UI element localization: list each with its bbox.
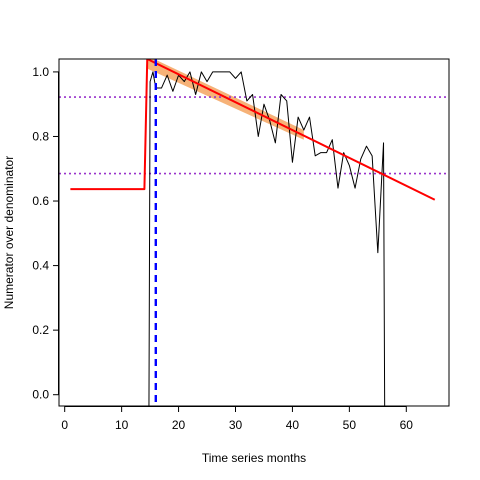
y-axis: 0.0 0.2 0.4 0.6 0.8 1.0 bbox=[32, 65, 59, 402]
observed-series-line bbox=[148, 71, 386, 406]
x-tick-label: 40 bbox=[286, 418, 300, 432]
y-tick-label: 0.2 bbox=[32, 323, 49, 337]
y-axis-title: Numerator over denominator bbox=[2, 156, 16, 309]
x-tick-label: 10 bbox=[115, 418, 129, 432]
y-tick-label: 0.8 bbox=[32, 129, 49, 143]
x-tick-label: 20 bbox=[172, 418, 186, 432]
fitted-series-line bbox=[70, 59, 436, 201]
series-layer bbox=[70, 59, 436, 406]
y-tick-label: 0.4 bbox=[32, 259, 49, 273]
x-axis: 0 10 20 30 40 50 60 bbox=[61, 406, 413, 432]
y-tick-label: 0.6 bbox=[32, 194, 49, 208]
y-tick-label: 0.0 bbox=[32, 388, 49, 402]
x-tick-label: 0 bbox=[61, 418, 68, 432]
x-tick-label: 30 bbox=[229, 418, 243, 432]
x-tick-label: 50 bbox=[343, 418, 357, 432]
x-axis-title: Time series months bbox=[202, 451, 306, 465]
x-tick-label: 60 bbox=[400, 418, 414, 432]
y-tick-label: 1.0 bbox=[32, 65, 49, 79]
